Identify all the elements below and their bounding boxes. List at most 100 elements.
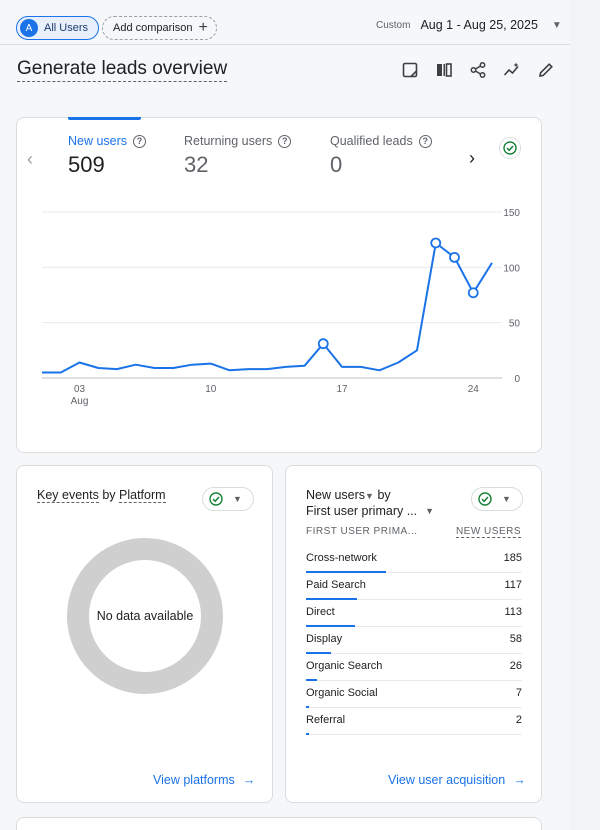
empty-state-text: No data available bbox=[96, 609, 194, 623]
x-tick-label: 24 bbox=[468, 384, 480, 395]
card-status-dropdown[interactable]: ▼ bbox=[202, 487, 254, 511]
overview-chart-card: ‹ New users? 509 Returning users? 32 Qua… bbox=[16, 117, 542, 453]
row-value: 26 bbox=[509, 660, 522, 672]
card-title: Key events by Platform bbox=[37, 488, 166, 503]
date-range-picker[interactable]: Custom Aug 1 - Aug 25, 2025 ▼ bbox=[376, 18, 562, 32]
table-row[interactable]: Organic Search 26 bbox=[306, 654, 522, 681]
row-label: Display bbox=[306, 633, 343, 645]
metric-value: 32 bbox=[184, 152, 209, 177]
data-point bbox=[317, 338, 329, 350]
card-dimension-select[interactable]: First user primary ... ▼ bbox=[306, 504, 434, 518]
insights-icon[interactable] bbox=[501, 59, 523, 81]
edit-icon[interactable] bbox=[535, 59, 557, 81]
caret-down-icon: ▼ bbox=[502, 494, 511, 504]
row-bar bbox=[306, 625, 355, 627]
row-label: Organic Search bbox=[306, 660, 383, 672]
card-title-dimension[interactable]: Platform bbox=[119, 488, 166, 503]
segment-label: All Users bbox=[44, 22, 89, 34]
data-point bbox=[430, 237, 442, 249]
chevron-right-icon[interactable]: › bbox=[469, 148, 475, 168]
row-bar bbox=[306, 652, 332, 654]
metric-tab-returning-users[interactable]: Returning users? 32 bbox=[184, 134, 292, 178]
link-label: View platforms bbox=[153, 773, 235, 787]
row-label: Paid Search bbox=[306, 579, 366, 591]
row-value: 58 bbox=[509, 633, 522, 645]
active-tab-indicator bbox=[68, 117, 141, 120]
metric-label: Returning users bbox=[184, 134, 273, 148]
card-title-metric-select[interactable]: New users▼ by bbox=[306, 488, 391, 502]
add-comparison-button[interactable]: Add comparison + bbox=[102, 16, 217, 40]
check-circle-icon bbox=[478, 492, 492, 506]
row-label: Organic Social bbox=[306, 687, 378, 699]
caret-down-icon: ▼ bbox=[365, 491, 374, 501]
table-row[interactable]: Referral 2 bbox=[306, 708, 522, 735]
row-value: 7 bbox=[515, 687, 522, 699]
row-value: 185 bbox=[503, 552, 522, 564]
row-bar bbox=[306, 733, 309, 735]
help-icon[interactable]: ? bbox=[418, 134, 432, 148]
arrow-right-icon: → bbox=[513, 773, 526, 787]
scrollbar[interactable] bbox=[570, 0, 600, 830]
page-title: Generate leads overview bbox=[17, 58, 228, 82]
row-label: Cross-network bbox=[306, 552, 377, 564]
x-tick-sublabel: Aug bbox=[71, 396, 89, 407]
table-row[interactable]: Cross-network 185 bbox=[306, 546, 522, 573]
view-user-acquisition-link[interactable]: View user acquisition → bbox=[388, 773, 526, 787]
segment-avatar: A bbox=[20, 19, 38, 37]
y-tick-label: 50 bbox=[509, 319, 521, 330]
row-bar bbox=[306, 679, 318, 681]
new-users-by-channel-card: New users▼ by First user primary ... ▼ ▼… bbox=[285, 465, 542, 803]
metric-label: Qualified leads bbox=[330, 134, 413, 148]
row-bar bbox=[306, 706, 310, 708]
row-value: 113 bbox=[504, 606, 522, 618]
metric-value: 509 bbox=[68, 152, 105, 177]
help-icon[interactable]: ? bbox=[133, 134, 147, 148]
compare-icon[interactable] bbox=[433, 59, 455, 81]
data-point bbox=[449, 251, 460, 263]
caret-down-icon: ▼ bbox=[551, 19, 562, 31]
card-title-metric[interactable]: Key events bbox=[37, 488, 99, 503]
table-row[interactable]: Organic Social 7 bbox=[306, 681, 522, 708]
chevron-left-icon[interactable]: ‹ bbox=[27, 149, 33, 169]
metric-tab-new-users[interactable]: New users? 509 bbox=[68, 134, 147, 178]
link-label: View user acquisition bbox=[388, 773, 506, 787]
row-bar bbox=[306, 598, 357, 600]
row-bar bbox=[306, 571, 386, 573]
add-comparison-label: Add comparison bbox=[113, 22, 193, 34]
y-tick-label: 100 bbox=[503, 263, 520, 274]
caret-down-icon: ▼ bbox=[425, 506, 435, 516]
key-events-by-platform-card: Key events by Platform ▼ No data availab… bbox=[16, 465, 273, 803]
check-circle-icon bbox=[209, 492, 223, 506]
caret-down-icon: ▼ bbox=[233, 494, 242, 504]
metric-label: New users bbox=[68, 134, 128, 148]
arrow-right-icon: → bbox=[242, 773, 256, 787]
view-platforms-link[interactable]: View platforms → bbox=[153, 773, 255, 787]
y-tick-label: 0 bbox=[514, 374, 520, 385]
share-icon[interactable] bbox=[467, 59, 489, 81]
empty-donut-chart: No data available bbox=[67, 538, 223, 694]
y-tick-label: 150 bbox=[503, 208, 520, 219]
row-label: Direct bbox=[306, 606, 335, 618]
x-tick-label: 10 bbox=[205, 384, 217, 395]
column-header-dimension: FIRST USER PRIMA... bbox=[306, 526, 418, 537]
row-value: 2 bbox=[515, 714, 522, 726]
card-title-by: by bbox=[102, 488, 116, 502]
report-icon[interactable] bbox=[399, 59, 421, 81]
plus-icon: + bbox=[198, 19, 208, 36]
column-header-new-users[interactable]: NEW USERS bbox=[455, 526, 521, 538]
x-tick-label: 03 bbox=[74, 384, 86, 395]
date-range-type: Custom bbox=[376, 19, 411, 31]
help-icon[interactable]: ? bbox=[278, 134, 292, 148]
segment-chip-all-users[interactable]: A All Users bbox=[16, 16, 100, 40]
check-circle-icon[interactable] bbox=[499, 137, 521, 159]
data-point bbox=[467, 287, 479, 299]
metric-tab-qualified-leads[interactable]: Qualified leads? 0 bbox=[330, 134, 432, 178]
table-row[interactable]: Paid Search 117 bbox=[306, 573, 522, 600]
card-status-dropdown[interactable]: ▼ bbox=[471, 487, 523, 511]
card-title-dimension: First user primary ... bbox=[306, 504, 418, 518]
table-row[interactable]: Direct 113 bbox=[306, 600, 522, 627]
row-label: Referral bbox=[306, 714, 346, 726]
series-line bbox=[42, 242, 493, 374]
table-row[interactable]: Display 58 bbox=[306, 627, 522, 654]
x-tick-label: 17 bbox=[336, 384, 348, 395]
